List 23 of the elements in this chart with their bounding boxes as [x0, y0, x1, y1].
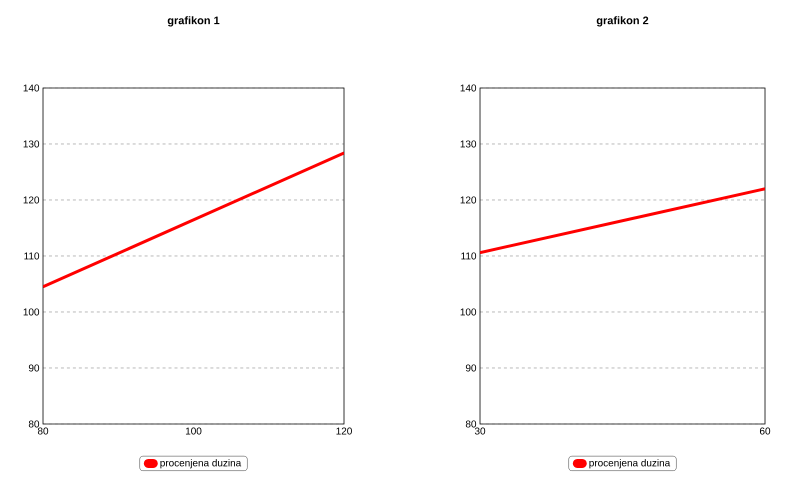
x-tick-label: 60 — [760, 428, 770, 435]
y-tick-label: 80 — [466, 420, 476, 428]
y-tick-label: 100 — [24, 308, 40, 316]
chart-title: grafikon 1 — [168, 16, 220, 26]
x-tick-label: 120 — [336, 428, 352, 435]
y-tick-label: 90 — [466, 364, 476, 372]
y-tick-label: 140 — [24, 84, 40, 92]
y-tick-label: 80 — [28, 420, 40, 428]
x-tick-label: 80 — [38, 428, 48, 435]
y-tick-label: 120 — [24, 196, 40, 204]
y-tick-label: 140 — [460, 84, 476, 92]
chart-title: grafikon 2 — [596, 16, 648, 26]
y-tick-label: 120 — [460, 196, 476, 204]
y-tick-label: 110 — [461, 252, 476, 260]
x-tick-label: 30 — [474, 428, 486, 435]
y-tick-label: 100 — [460, 308, 476, 316]
y-tick-label: 130 — [24, 140, 40, 148]
y-tick-label: 130 — [460, 140, 476, 148]
x-tick-label: 100 — [186, 428, 202, 435]
legend-label: procenjena duzina — [160, 459, 242, 468]
y-tick-label: 110 — [24, 252, 40, 260]
legend-label: procenjena duzina — [589, 459, 670, 468]
y-tick-label: 90 — [28, 364, 40, 372]
